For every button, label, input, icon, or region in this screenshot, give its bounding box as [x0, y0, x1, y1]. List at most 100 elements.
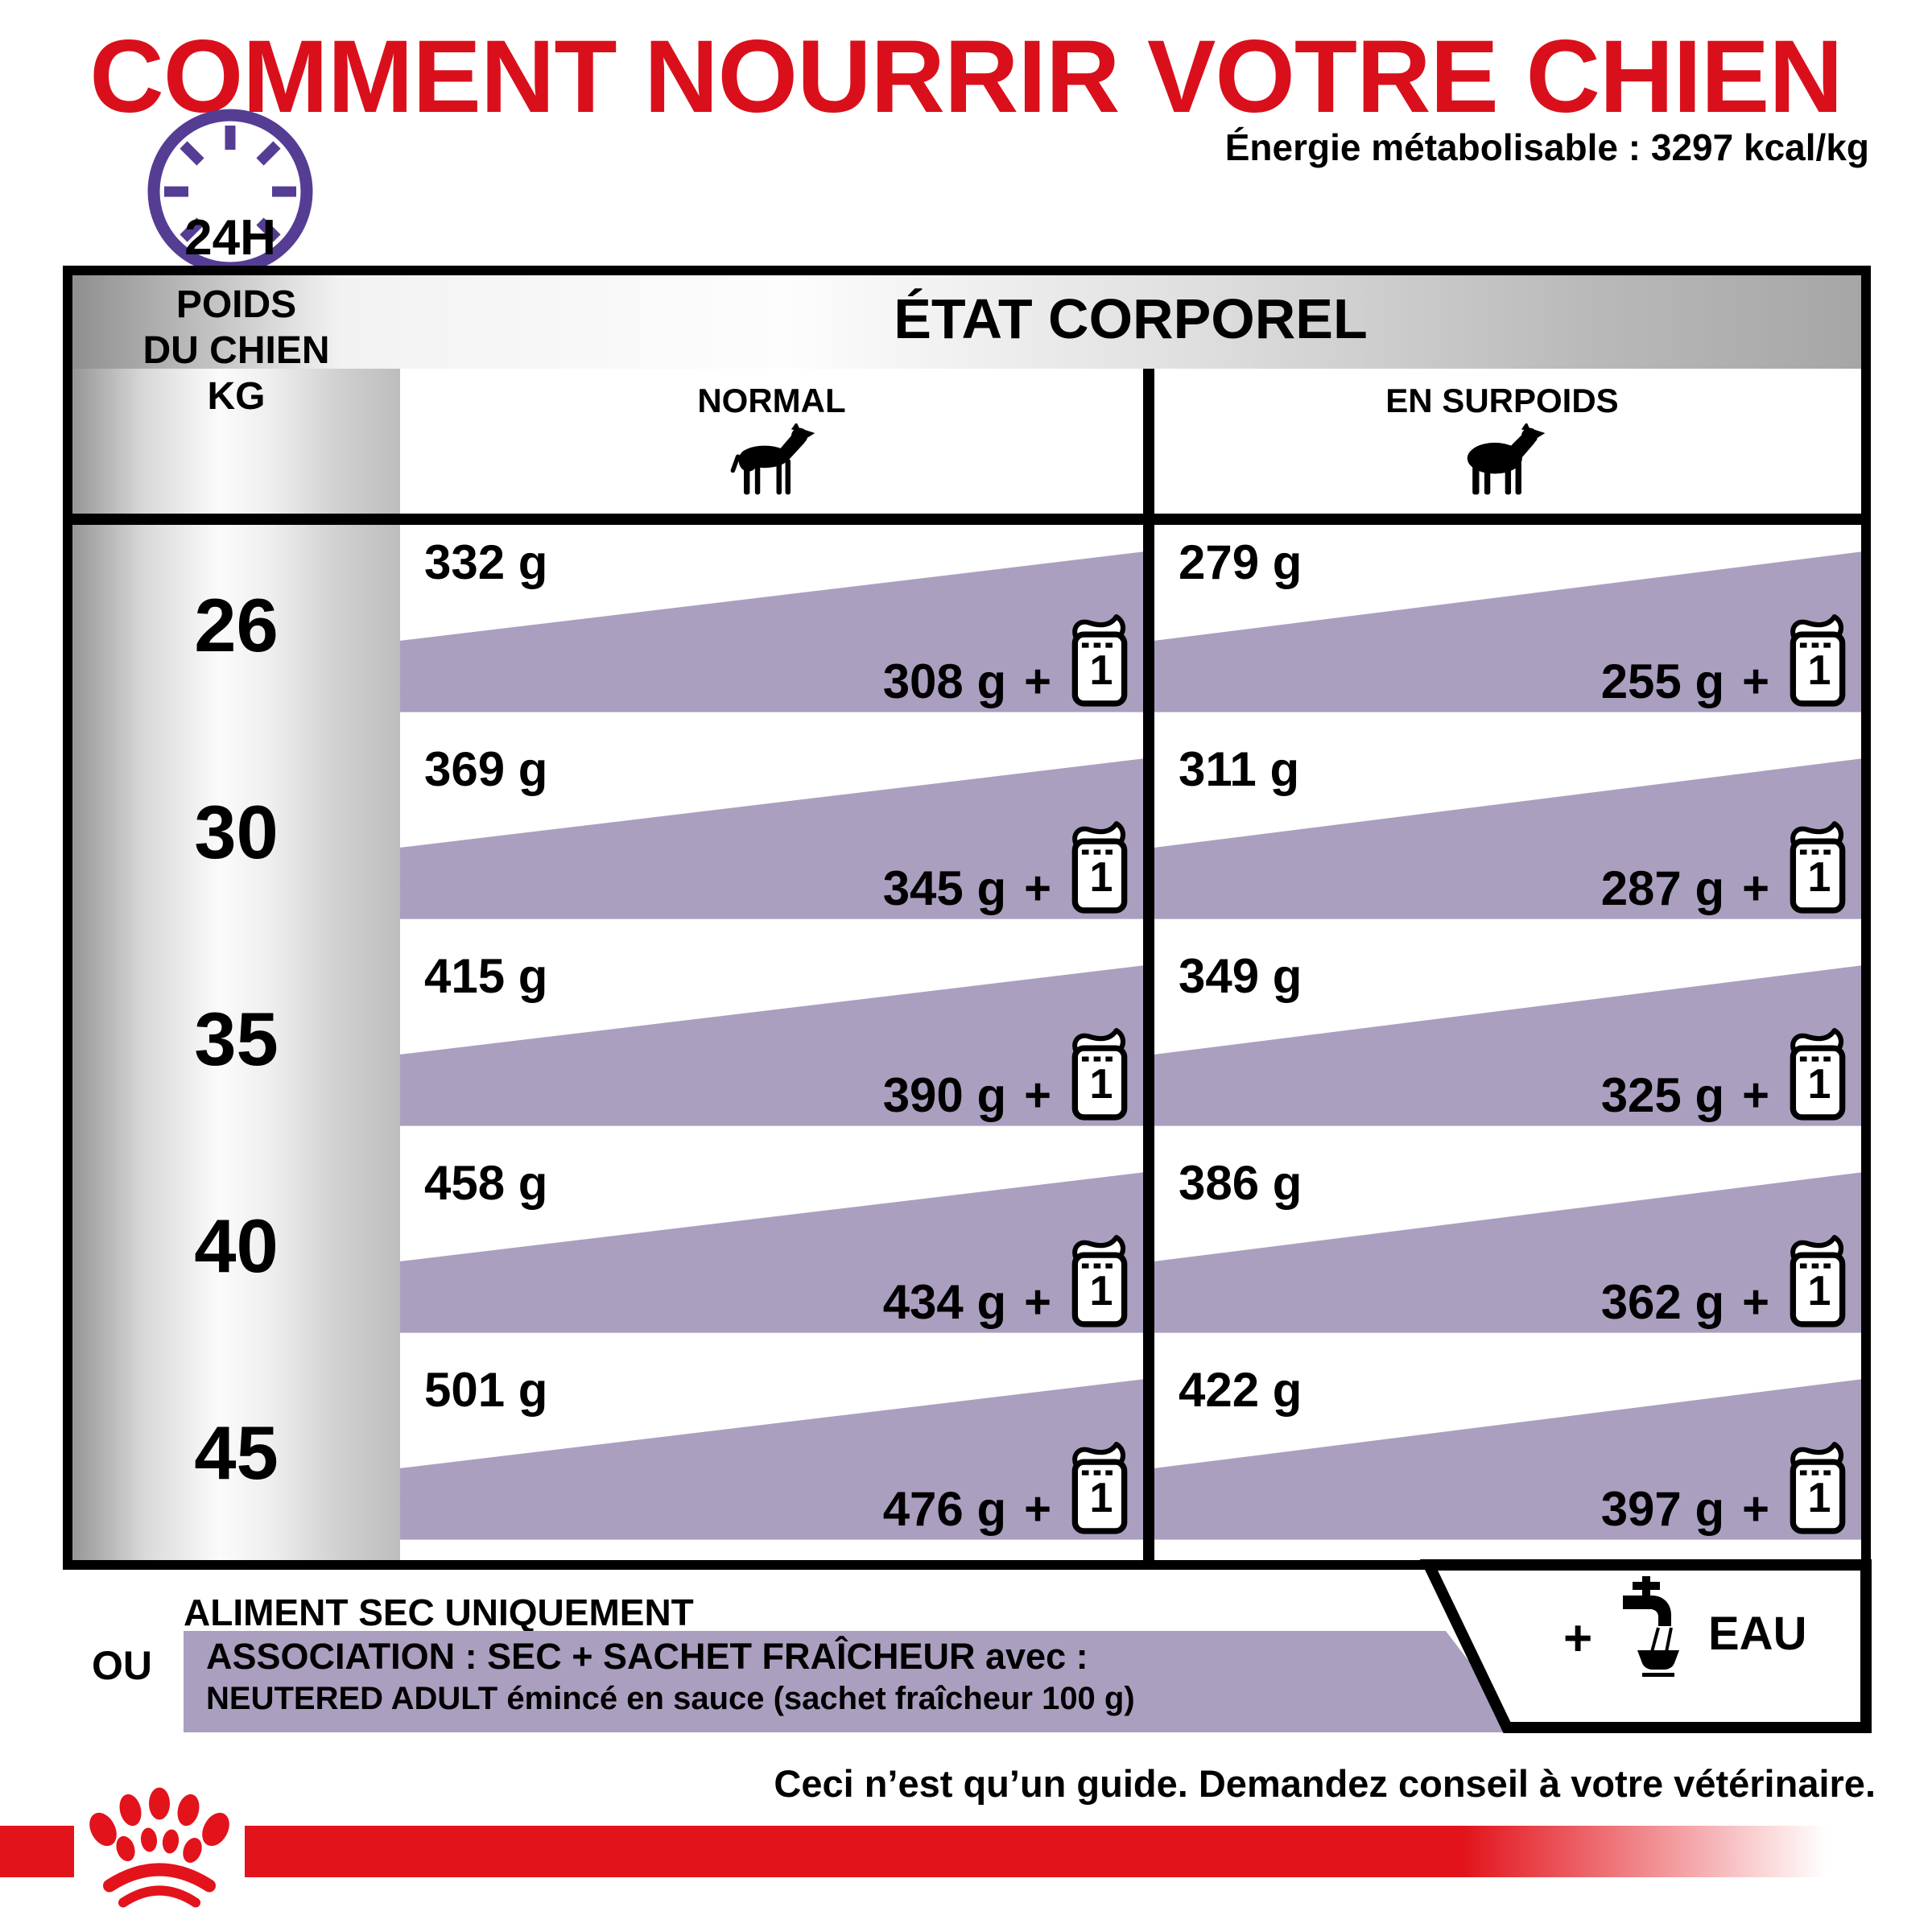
footer-note: Ceci n’est qu’un guide. Demandez conseil… — [774, 1762, 1876, 1805]
table-row: 40 458 g 434 g + 1 — [72, 1146, 1861, 1352]
column-label-overweight: EN SURPOIDS — [1385, 382, 1619, 419]
cell-normal: 369 g 345 g + 1 — [400, 732, 1143, 939]
mixed-amount: 287 g — [1600, 861, 1725, 915]
plus-sign: + — [1024, 1483, 1051, 1535]
pouch-count: 1 — [1807, 1061, 1831, 1108]
water-callout: + EAU — [1393, 1557, 1876, 1738]
dry-amount: 349 g — [1179, 949, 1302, 1003]
header-separator-line — [72, 514, 1861, 525]
mixed-amount-group: 345 g + 1 — [883, 819, 1130, 914]
water-tap-icon — [1623, 1576, 1679, 1677]
mixed-amount-group: 325 g + 1 — [1601, 1026, 1848, 1121]
plus-sign: + — [1742, 1069, 1769, 1121]
dog-normal-icon — [730, 423, 815, 495]
body-condition-header: ÉTAT CORPOREL — [894, 287, 1368, 350]
clock-24h-label: 24H — [184, 210, 276, 266]
plus-sign: + — [1563, 1611, 1593, 1666]
feeding-table: ÉTAT CORPOREL POIDS DU CHIEN KG NORMAL — [63, 266, 1871, 1570]
legend-or: OU — [92, 1643, 152, 1688]
pouch-count: 1 — [1089, 1268, 1113, 1315]
legend-mix-line2: NEUTERED ADULT émincé en sauce (sachet f… — [206, 1681, 1135, 1716]
table-row: 35 415 g 390 g + 1 — [72, 939, 1861, 1146]
dry-amount: 279 g — [1179, 535, 1302, 589]
water-label: EAU — [1708, 1608, 1807, 1660]
plus-sign: + — [1024, 1069, 1051, 1121]
plus-sign: + — [1742, 1483, 1769, 1535]
pouch-icon: 1 — [1069, 1440, 1130, 1535]
clock-24h-icon: 24H — [142, 103, 319, 267]
table-row: 45 501 g 476 g + 1 — [72, 1352, 1861, 1559]
column-divider-line — [1143, 1146, 1154, 1352]
dry-amount: 332 g — [424, 535, 548, 589]
dry-amount: 311 g — [1179, 742, 1300, 796]
pouch-count: 1 — [1807, 1268, 1831, 1315]
weight-header-line: DU CHIEN — [142, 329, 330, 372]
mixed-amount: 325 g — [1600, 1068, 1725, 1122]
mixed-amount: 308 g — [882, 654, 1007, 708]
mixed-amount-group: 434 g + 1 — [883, 1233, 1130, 1328]
weight-value: 45 — [194, 1410, 279, 1495]
column-label-normal: NORMAL — [697, 382, 846, 419]
pouch-count: 1 — [1089, 1061, 1113, 1108]
cell-normal: 415 g 390 g + 1 — [400, 939, 1143, 1146]
mixed-amount: 362 g — [1600, 1275, 1725, 1329]
pouch-icon: 1 — [1069, 1026, 1130, 1121]
legend-mix-band: ASSOCIATION : SEC + SACHET FRAÎCHEUR ave… — [184, 1631, 1523, 1732]
table-row: 26 332 g 308 g + 1 — [72, 525, 1861, 732]
pouch-icon: 1 — [1069, 613, 1130, 708]
cell-overweight: 422 g 397 g + 1 — [1154, 1352, 1861, 1559]
cell-normal: 501 g 476 g + 1 — [400, 1352, 1143, 1559]
weight-column-background — [72, 275, 400, 1560]
mixed-amount: 476 g — [882, 1482, 1007, 1536]
dry-amount: 386 g — [1179, 1156, 1302, 1210]
weight-value: 35 — [194, 997, 279, 1081]
mixed-amount: 255 g — [1600, 654, 1725, 708]
cell-overweight: 279 g 255 g + 1 — [1154, 525, 1861, 732]
plus-sign: + — [1742, 862, 1769, 914]
cell-overweight: 386 g 362 g + 1 — [1154, 1146, 1861, 1352]
mixed-amount: 397 g — [1600, 1482, 1725, 1536]
pouch-count: 1 — [1807, 854, 1831, 901]
metabolisable-energy: Énergie métabolisable : 3297 kcal/kg — [1224, 126, 1869, 168]
brand-stripe — [0, 1826, 1827, 1877]
pouch-icon: 1 — [1787, 613, 1848, 708]
pouch-count: 1 — [1089, 647, 1113, 694]
column-header-overweight: EN SURPOIDS — [1143, 369, 1861, 514]
legend-dry-only: ALIMENT SEC UNIQUEMENT — [184, 1591, 694, 1633]
mixed-amount: 434 g — [882, 1275, 1007, 1329]
table-header-band — [72, 275, 1861, 369]
mixed-amount: 345 g — [882, 861, 1007, 915]
weight-value: 40 — [194, 1203, 279, 1288]
weight-value: 30 — [194, 790, 279, 874]
mixed-amount-group: 255 g + 1 — [1601, 613, 1848, 708]
column-headers: NORMAL EN SURPOIDS — [400, 369, 1861, 514]
pouch-icon: 1 — [1069, 819, 1130, 914]
legend-mix-line1: ASSOCIATION : SEC + SACHET FRAÎCHEUR ave… — [206, 1636, 1088, 1677]
plus-sign: + — [1742, 655, 1769, 708]
brand-logo — [74, 1771, 245, 1932]
cell-overweight: 311 g 287 g + 1 — [1154, 732, 1861, 939]
table-body: 26 332 g 308 g + 1 — [72, 525, 1861, 1560]
cell-normal: 332 g 308 g + 1 — [400, 525, 1143, 732]
dry-amount: 422 g — [1179, 1363, 1302, 1417]
mixed-amount-group: 397 g + 1 — [1601, 1440, 1848, 1535]
column-divider-line — [1143, 1352, 1154, 1559]
pouch-count: 1 — [1807, 1475, 1831, 1521]
column-divider-line — [1143, 525, 1154, 732]
plus-sign: + — [1024, 655, 1051, 708]
cell-normal: 458 g 434 g + 1 — [400, 1146, 1143, 1352]
clock-ring — [147, 109, 313, 267]
pouch-icon: 1 — [1069, 1233, 1130, 1328]
water-callout-frame — [1419, 1559, 1872, 1733]
crown-paw-icon — [89, 1787, 229, 1908]
table-row: 30 369 g 345 g + 1 — [72, 732, 1861, 939]
mixed-amount: 390 g — [882, 1068, 1007, 1122]
pouch-count: 1 — [1807, 647, 1831, 694]
mixed-amount-group: 390 g + 1 — [883, 1026, 1130, 1121]
mixed-amount-group: 308 g + 1 — [883, 613, 1130, 708]
dry-amount: 501 g — [424, 1363, 548, 1417]
pouch-icon: 1 — [1787, 1026, 1848, 1121]
column-header-normal: NORMAL — [400, 369, 1143, 514]
cell-overweight: 349 g 325 g + 1 — [1154, 939, 1861, 1146]
